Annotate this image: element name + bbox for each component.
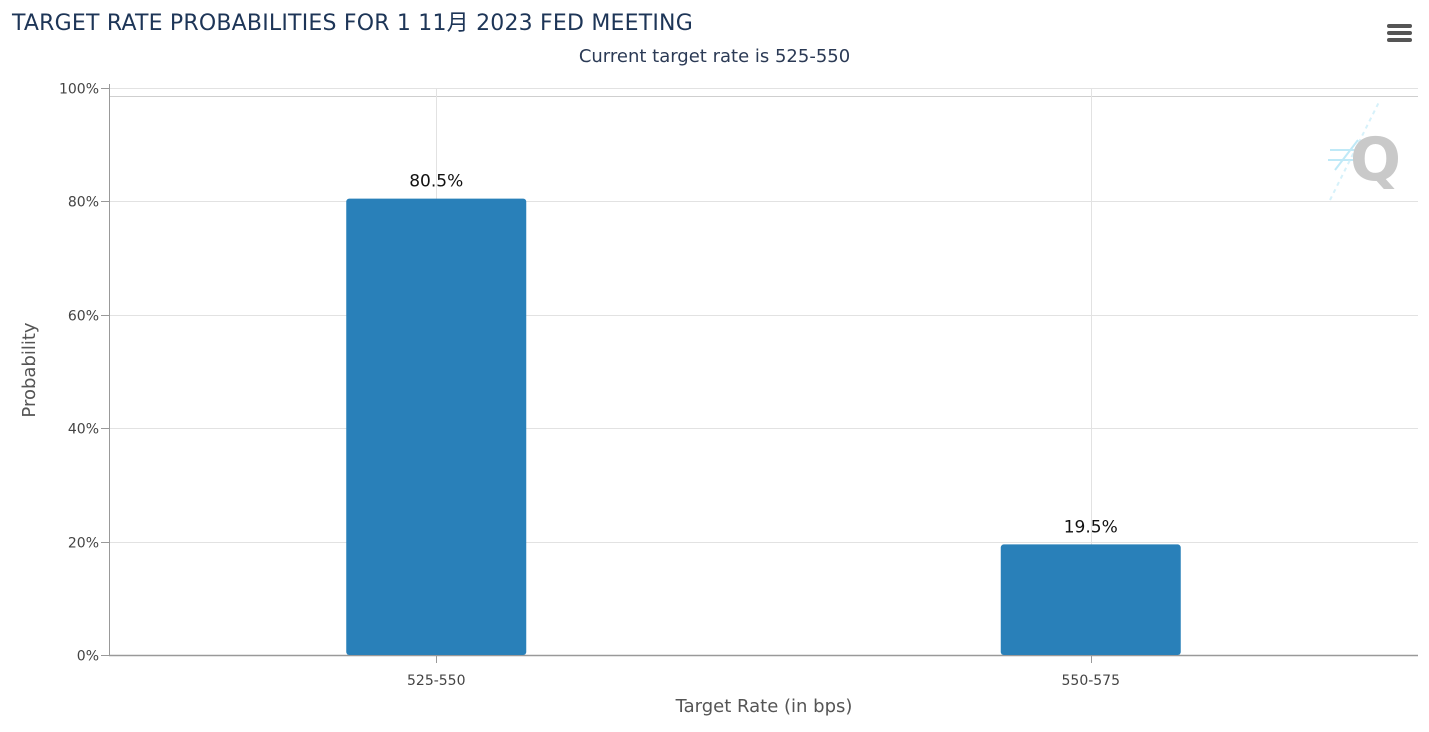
bar-data-label: 19.5%	[1064, 517, 1118, 537]
x-tick-label: 525-550	[407, 673, 466, 689]
hamburger-menu-icon[interactable]	[1382, 18, 1416, 48]
x-axis-title: Target Rate (in bps)	[675, 696, 853, 717]
menu-bar-line	[1387, 31, 1412, 35]
y-tick-label: 80%	[68, 195, 99, 211]
watermark-q: Q	[1350, 125, 1401, 195]
y-tick-label: 60%	[68, 309, 99, 325]
bar-data-label: 80.5%	[409, 172, 463, 192]
bar-525-550	[346, 198, 527, 655]
x-tick-label: 550-575	[1062, 673, 1121, 689]
watermark-stroke	[1329, 99, 1381, 201]
labels: 0% 20% 40% 60% 80% 100% 525-550 80.5% 550-575 19.…	[59, 82, 1120, 690]
chart-subtitle: Current target rate is 525-550	[578, 46, 851, 67]
bars	[346, 198, 1181, 655]
gridlines	[109, 88, 1418, 655]
y-tick-label: 40%	[68, 422, 99, 438]
y-tick-label: 0%	[77, 649, 99, 665]
watermark-logo: Q	[1328, 99, 1401, 201]
y-axis-title: Probability	[19, 322, 40, 417]
chart-title: TARGET RATE PROBABILITIES FOR 1 11月 2023…	[12, 11, 693, 36]
menu-bar-line	[1387, 38, 1412, 42]
menu-bar-line	[1387, 24, 1412, 28]
watermark-stroke	[1334, 139, 1359, 171]
y-tick-label: 20%	[68, 536, 99, 552]
y-tick-label: 100%	[59, 82, 99, 98]
bar-550-575	[1000, 544, 1181, 655]
axes	[101, 84, 1418, 663]
